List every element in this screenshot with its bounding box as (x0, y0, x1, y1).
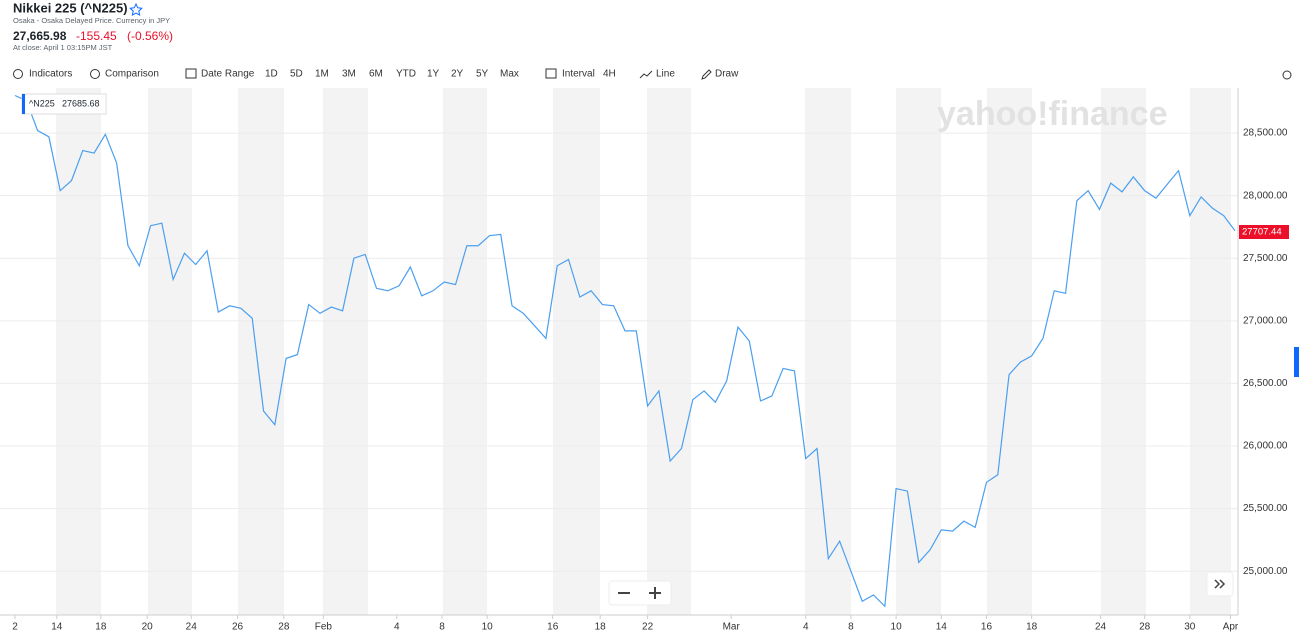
price-tag-label: 27707.44 (1242, 227, 1282, 238)
x-tick-label: 14 (51, 622, 63, 633)
x-tick-label: 8 (439, 622, 445, 633)
chart-type[interactable]: Line (656, 69, 675, 80)
x-tick-label: 18 (95, 622, 107, 633)
y-tick-label: 26,000.00 (1243, 441, 1288, 452)
exchange-note: Osaka - Osaka Delayed Price. Currency in… (13, 16, 170, 25)
x-tick-label: 20 (142, 622, 154, 633)
range-button[interactable]: 6M (369, 69, 383, 80)
toolbar (13, 68, 1292, 80)
x-tick-label: Apr (1223, 622, 1239, 633)
x-tick-label: 18 (1026, 622, 1038, 633)
y-tick-label: 28,500.00 (1243, 128, 1288, 139)
title: Nikkei 225 (^N225) (13, 0, 128, 15)
x-tick-label: Feb (315, 622, 333, 633)
bands (56, 88, 1231, 615)
watermark: yahoo!finance (937, 95, 1167, 133)
side-tab[interactable] (1294, 347, 1299, 377)
x-tick-label: 16 (981, 622, 993, 633)
price-line (14, 94, 1236, 608)
tooltip-label: ^N225 (29, 98, 55, 108)
range-button[interactable]: 2Y (451, 69, 464, 80)
indicators[interactable]: Indicators (29, 69, 72, 80)
range-button[interactable]: YTD (396, 69, 416, 80)
x-tick-label: 10 (891, 622, 903, 633)
range-button[interactable]: 1M (315, 69, 329, 80)
x-tick-label: 16 (547, 622, 559, 633)
y-tick-label: 28,000.00 (1243, 190, 1288, 201)
price: 27,665.98 (13, 29, 67, 43)
x-tick-label: 4 (394, 622, 400, 633)
plot: 25,000.00 25,500.00 26,000.00 26,500.00 27,0… (0, 88, 1288, 633)
close-time: At close: April 1 03:15PM JST (13, 43, 113, 52)
tooltip: ^N225 27685.68 (21, 93, 107, 115)
toolbar-items: Indicators Comparison Date Range 1D 5D 1… (29, 69, 739, 80)
range-button[interactable]: 3M (342, 69, 356, 80)
icon (13, 69, 23, 79)
zoom-controls (608, 571, 1234, 606)
y-tick-label: 27,500.00 (1243, 253, 1288, 264)
y-tick-label: 26,500.00 (1243, 378, 1288, 389)
x-tick-label: 28 (1139, 622, 1151, 633)
icon (639, 70, 653, 79)
comparison[interactable]: Comparison (105, 69, 159, 80)
change: -155.45 (76, 29, 117, 43)
y-tick-label: 25,500.00 (1243, 503, 1288, 514)
x-tick-label: 8 (848, 622, 854, 633)
icon (545, 68, 557, 79)
x-tick-label: 30 (1184, 622, 1196, 633)
x-tick-label: 18 (595, 622, 607, 633)
range-button[interactable]: 1D (265, 69, 278, 80)
y-tick-label: 27,000.00 (1243, 315, 1288, 326)
zoom-in[interactable] (649, 587, 661, 599)
range-button[interactable]: 1Y (427, 69, 440, 80)
y-tick-label: 25,000.00 (1243, 566, 1288, 577)
x-tick-label: 28 (278, 622, 290, 633)
icon (90, 69, 100, 79)
x-tick-label: 14 (936, 622, 948, 633)
x-tick-label: Mar (723, 622, 741, 633)
date-range[interactable]: Date Range (201, 69, 255, 80)
range-button[interactable]: Max (500, 69, 519, 80)
icon (185, 68, 197, 79)
settings-icon[interactable] (1282, 70, 1292, 80)
scroll-right[interactable] (1214, 579, 1226, 589)
change-pct: (-0.56%) (127, 29, 173, 43)
icon (701, 69, 712, 80)
x-tick-label: 24 (1095, 622, 1107, 633)
x-tick-label: 2 (12, 622, 18, 633)
interval[interactable]: Interval (562, 69, 595, 80)
tooltip-accent (22, 94, 25, 114)
range-button[interactable]: 5Y (476, 69, 489, 80)
x-tick-label: 10 (482, 622, 494, 633)
x-tick-label: 26 (232, 622, 244, 633)
draw[interactable]: Draw (715, 69, 739, 80)
x-tick-label: 4 (803, 622, 809, 633)
interval-value[interactable]: 4H (603, 69, 616, 80)
watch-star[interactable] (129, 2, 143, 17)
price-tag (1239, 225, 1289, 239)
tooltip-value: 27685.68 (62, 98, 100, 108)
x-tick-label: 22 (642, 622, 654, 633)
range-button[interactable]: 5D (290, 69, 303, 80)
x-tick-label: 24 (186, 622, 198, 633)
